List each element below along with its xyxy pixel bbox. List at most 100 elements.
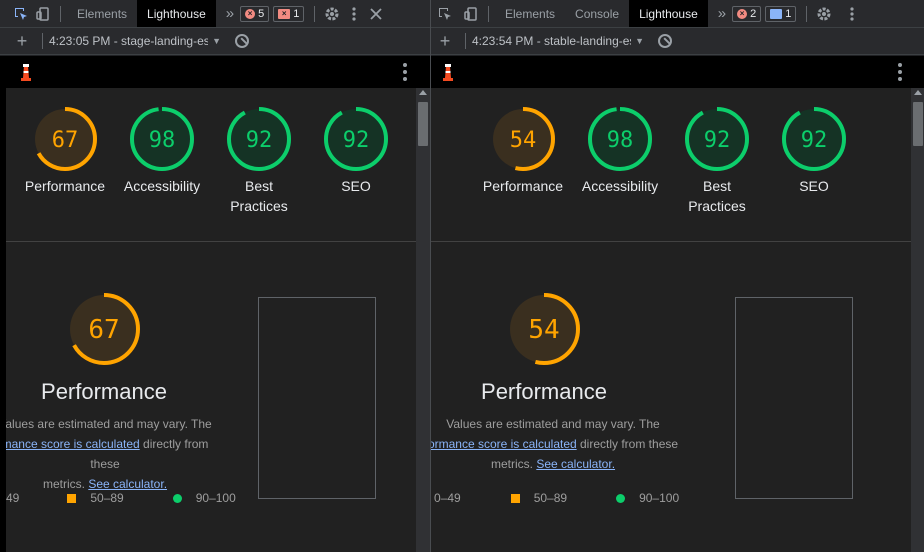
report-selector[interactable]: 4:23:54 PM - stable-landing-es ▼ — [472, 34, 644, 48]
gauge-arc — [782, 107, 846, 171]
report-selector[interactable]: 4:23:05 PM - stage-landing-esi ▼ — [49, 34, 221, 48]
close-devtools-icon[interactable] — [365, 3, 387, 25]
left-report-scrollbar[interactable] — [416, 88, 430, 552]
desc-line: metrics. See calculator. — [431, 454, 681, 474]
scroll-thumb[interactable] — [418, 102, 428, 146]
gauge-background — [229, 109, 289, 169]
scroll-thumb[interactable] — [913, 102, 923, 146]
gauge-score: 98 — [149, 128, 176, 153]
scroll-up-arrow-icon[interactable] — [914, 90, 922, 95]
gauge-accessibility[interactable]: 98 Accessibility — [578, 106, 662, 196]
gauge-seo[interactable]: 92 SEO — [315, 106, 397, 196]
lighthouse-topbar — [431, 56, 924, 88]
new-report-button[interactable]: + — [16, 30, 28, 51]
gauge-best-practices[interactable]: 92 Best Practices — [676, 106, 758, 216]
legend-pass-icon — [616, 493, 626, 503]
settings-gear-icon[interactable] — [813, 3, 835, 25]
toolbar-separator — [806, 5, 808, 22]
inspect-element-icon[interactable] — [10, 3, 32, 25]
toolbar-separator — [60, 5, 61, 22]
gauge-label: Accessibility — [581, 178, 659, 194]
gauge-arc — [508, 293, 580, 365]
gauge-arc — [324, 107, 388, 171]
legend-average-range: 50–89 — [533, 491, 568, 505]
score-calculated-link[interactable]: mance score is calculated — [6, 437, 140, 451]
dropdown-caret-icon: ▼ — [635, 36, 644, 46]
more-tabs-icon[interactable]: » — [717, 5, 727, 22]
tab-elements[interactable]: Elements — [505, 6, 556, 21]
error-count: 2 — [750, 7, 757, 20]
messages-count-badge[interactable]: 1 — [765, 5, 797, 22]
legend-fail-range: 0–49 — [434, 491, 461, 505]
gauge-score: 98 — [607, 128, 634, 153]
pane-splitter[interactable] — [430, 0, 431, 552]
more-tabs-icon[interactable]: » — [225, 5, 235, 22]
desc-text: metrics. — [490, 457, 537, 471]
performance-description: Values are estimated and may vary. The o… — [431, 414, 681, 474]
issues-count-badge[interactable]: × 1 — [273, 5, 305, 22]
error-count-badge[interactable]: × 5 — [240, 5, 270, 22]
right-devtools-pane: Elements Console Lighthouse » × 2 1 + 4:2… — [431, 0, 924, 552]
customize-menu-icon[interactable] — [343, 3, 365, 25]
clear-reports-icon[interactable] — [658, 34, 672, 48]
gauge-accessibility[interactable]: 98 Accessibility — [120, 106, 204, 196]
final-screenshot-frame[interactable] — [735, 297, 853, 499]
lighthouse-menu-icon[interactable] — [898, 63, 902, 81]
section-divider — [431, 241, 911, 242]
lighthouse-menu-icon[interactable] — [403, 63, 407, 81]
gauge-best-practices[interactable]: 92 Best Practices — [218, 106, 300, 216]
error-icon: × — [737, 8, 748, 19]
settings-gear-icon[interactable] — [321, 3, 343, 25]
gauge-label: Best Practices — [230, 178, 288, 214]
new-report-button[interactable]: + — [439, 30, 451, 51]
gauge-ring: 92 — [685, 107, 749, 171]
messages-count: 1 — [785, 7, 792, 20]
gauge-performance[interactable]: 54 Performance — [482, 106, 564, 196]
performance-title: Performance — [41, 379, 167, 404]
gauge-ring: 92 — [227, 107, 291, 171]
device-toolbar-icon[interactable] — [32, 3, 54, 25]
see-calculator-link[interactable]: See calculator. — [88, 477, 168, 491]
legend-fail-range: 49 — [6, 491, 20, 505]
inspect-element-icon[interactable] — [434, 3, 456, 25]
lighthouse-report: 54 Performance 98 Accessibility 92 Best … — [431, 88, 911, 552]
gauge-background — [326, 109, 386, 169]
see-calculator-link[interactable]: See calculator. — [536, 457, 616, 471]
desc-line: Values are estimated and may vary. The — [446, 417, 660, 431]
report-label: 4:23:54 PM - stable-landing-es — [472, 34, 632, 48]
gauge-background — [510, 295, 578, 363]
gauge-label: Best Practices — [688, 178, 746, 214]
gauge-background — [784, 109, 844, 169]
legend-average-icon — [510, 493, 520, 503]
final-screenshot-frame[interactable] — [258, 297, 376, 499]
score-calculated-link[interactable]: ormance score is calculated — [431, 437, 577, 451]
left-devtools-pane: Elements Lighthouse » × 5 × 1 + 4:23:05 PM… — [0, 0, 430, 552]
performance-description: Values are estimated and may vary. The m… — [6, 414, 216, 494]
device-toolbar-icon[interactable] — [460, 3, 482, 25]
toolbar-separator — [42, 33, 43, 49]
tab-console[interactable]: Console — [575, 6, 620, 21]
tab-lighthouse[interactable]: Lighthouse — [629, 0, 708, 27]
right-tabbar: Elements Console Lighthouse » × 2 1 — [431, 0, 924, 28]
toolbar-separator — [488, 5, 489, 22]
tab-lighthouse[interactable]: Lighthouse — [137, 0, 216, 27]
gauge-seo[interactable]: 92 SEO — [773, 106, 855, 196]
left-tabbar: Elements Lighthouse » × 5 × 1 — [0, 0, 430, 28]
desc-line: mance score is calculated directly from … — [6, 434, 216, 474]
tab-elements[interactable]: Elements — [77, 6, 128, 21]
gauge-score: 92 — [801, 128, 828, 153]
legend-pass-icon — [172, 493, 182, 503]
gauge-arc — [227, 107, 291, 171]
legend-pass-range: 90–100 — [639, 491, 680, 505]
gauge-background — [493, 109, 553, 169]
right-report-scrollbar[interactable] — [911, 88, 924, 552]
error-count: 5 — [258, 7, 265, 20]
customize-menu-icon[interactable] — [841, 3, 863, 25]
clear-reports-icon[interactable] — [235, 34, 249, 48]
scroll-up-arrow-icon[interactable] — [419, 90, 427, 95]
performance-gauge-large: 67 — [62, 292, 146, 366]
performance-title: Performance — [481, 379, 607, 404]
gauge-performance[interactable]: 67 Performance — [24, 106, 106, 196]
error-count-badge[interactable]: × 2 — [732, 5, 762, 22]
